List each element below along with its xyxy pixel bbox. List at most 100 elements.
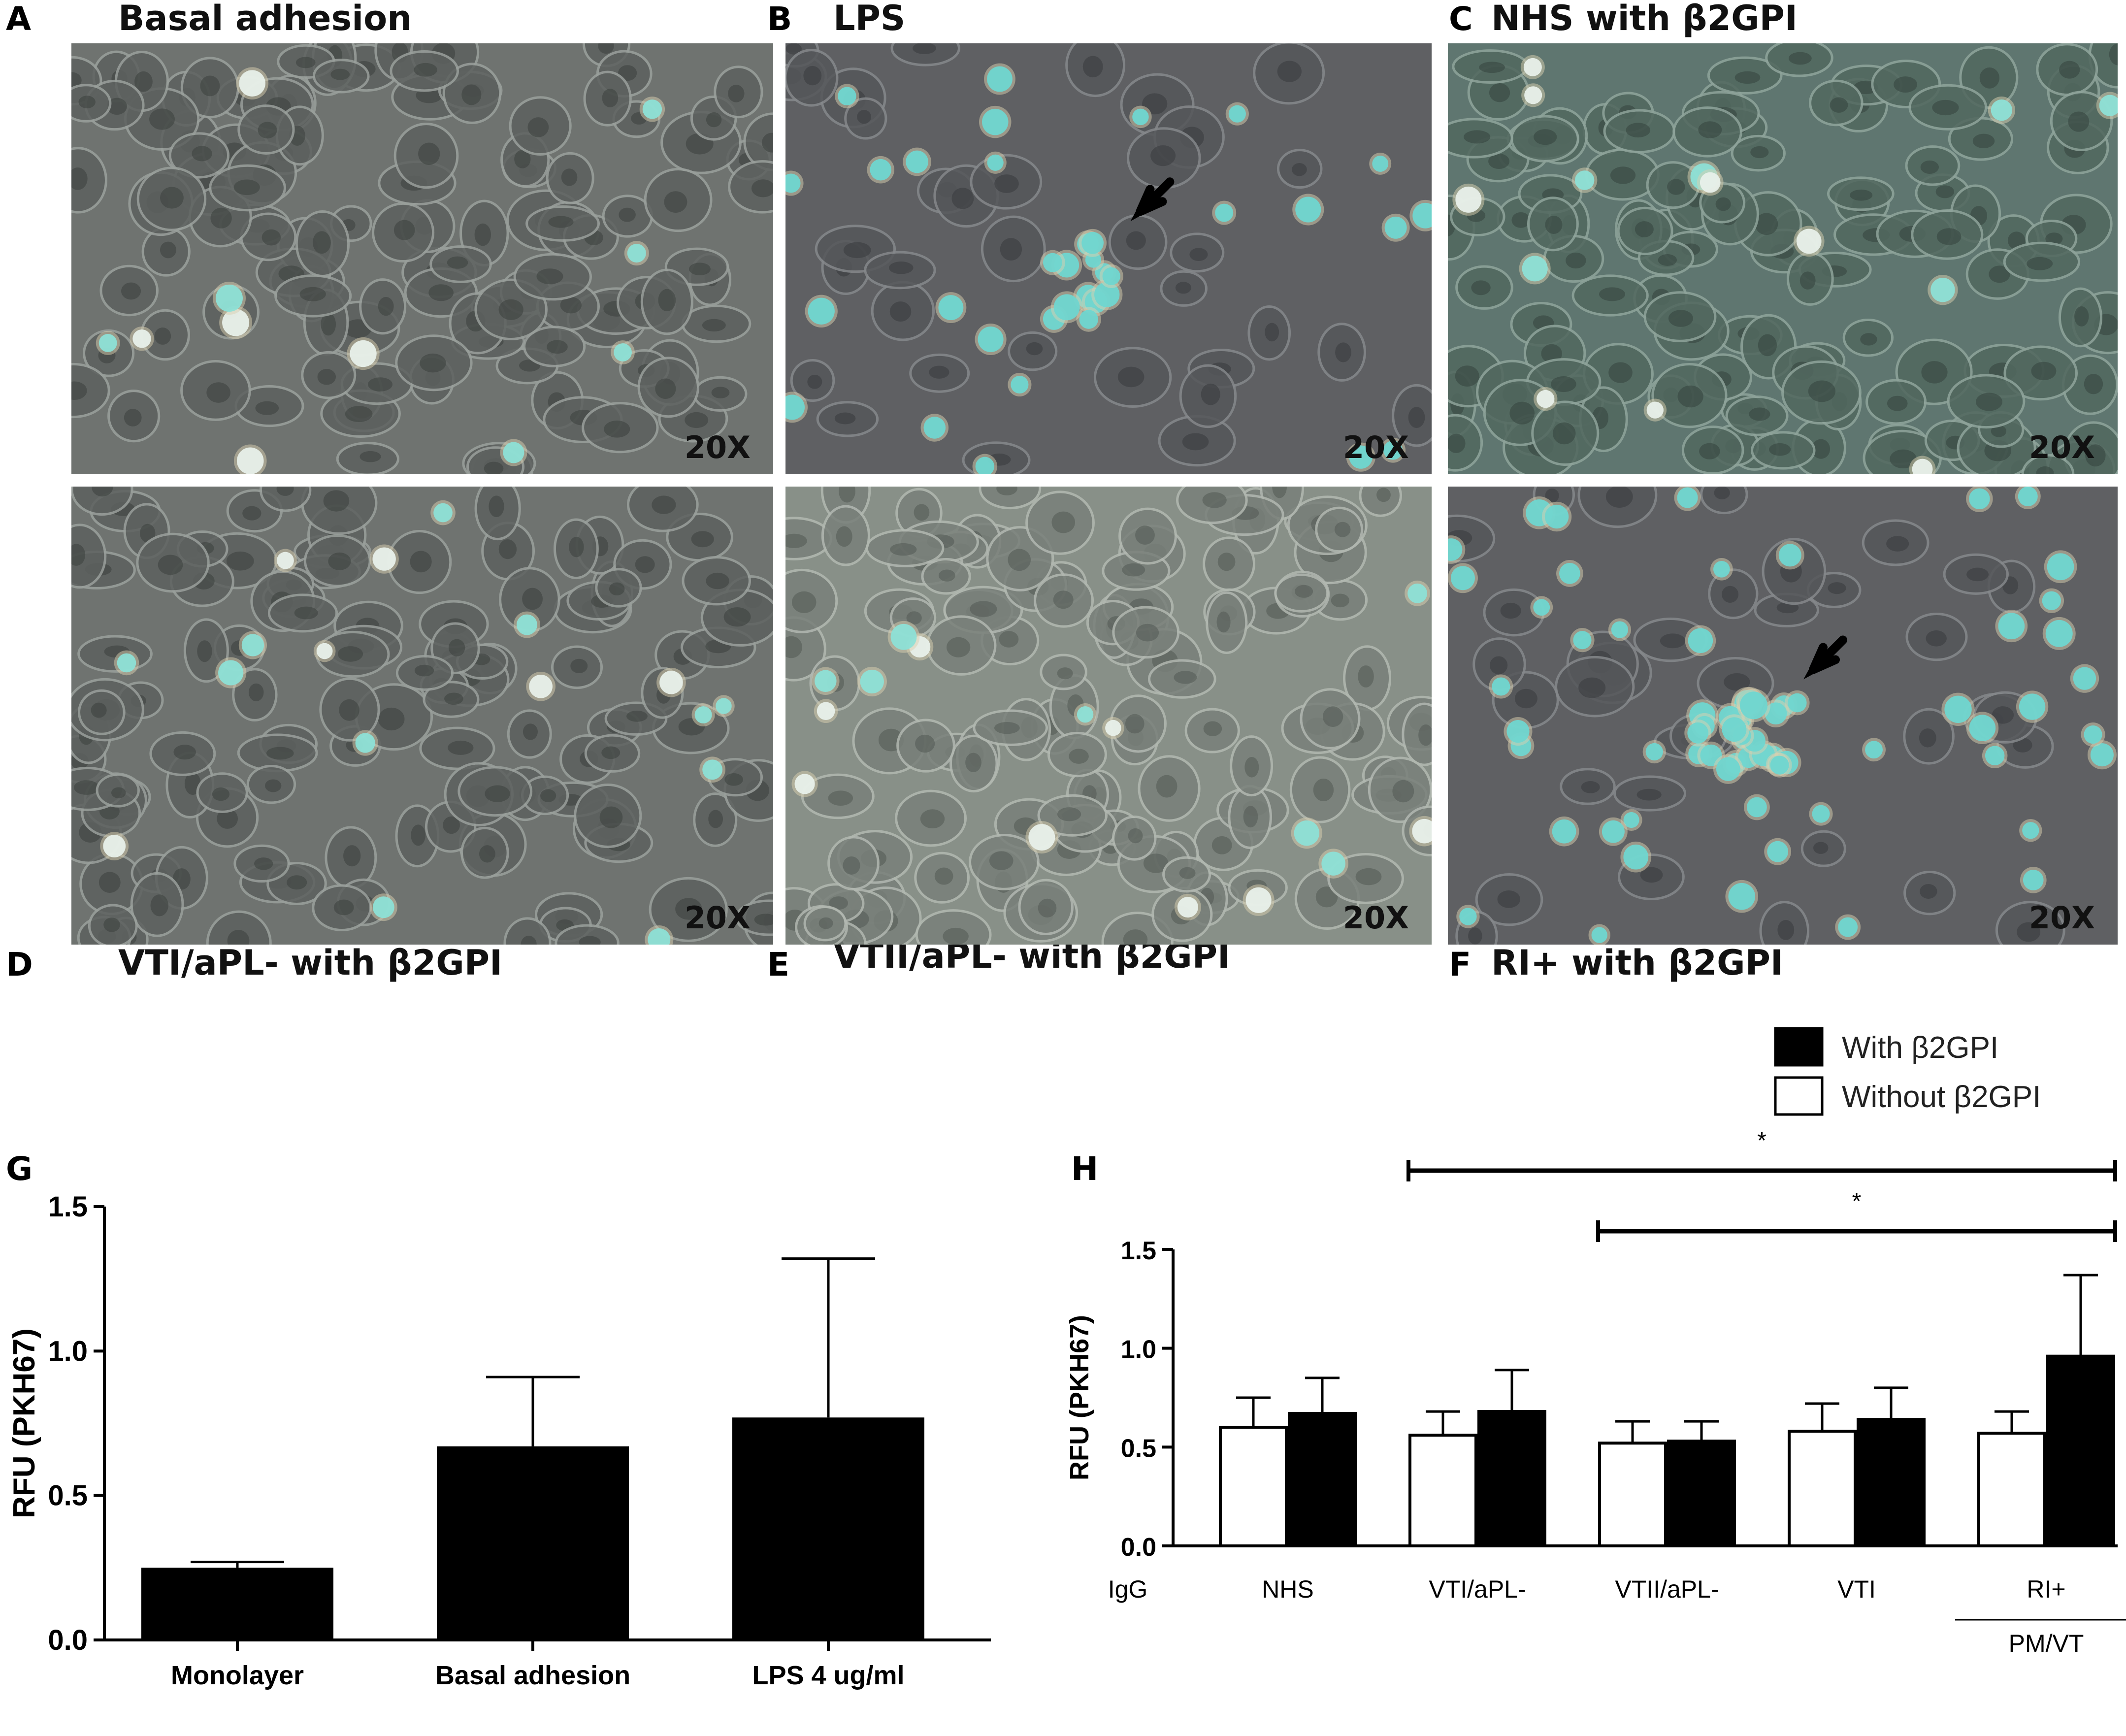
monocyte — [1349, 445, 1373, 469]
cell-nucleus — [1211, 836, 1232, 854]
cell-nucleus — [206, 382, 230, 403]
cell-nucleus — [711, 387, 730, 398]
cell-nucleus — [1150, 145, 1176, 166]
cell-nucleus — [965, 753, 981, 772]
cell-nucleus — [1667, 179, 1685, 195]
cell-layer — [1448, 487, 2065, 945]
cell-nucleus — [150, 894, 168, 917]
cell-nucleus — [906, 611, 922, 625]
cell-nucleus — [1972, 133, 1995, 149]
monocyte — [503, 442, 524, 463]
panel-letter-f: F — [1449, 946, 1472, 983]
cell-nucleus — [1418, 724, 1432, 746]
cell-nucleus — [428, 284, 454, 301]
cell-nucleus — [570, 658, 588, 674]
monocyte — [1573, 631, 1592, 650]
cell-nucleus — [139, 524, 156, 543]
y-axis-label: RFU (PKH67) — [7, 1328, 41, 1518]
monocyte — [1687, 722, 1709, 744]
monocyte — [890, 623, 917, 650]
cell-nucleus — [943, 927, 969, 945]
cell-nucleus — [192, 146, 212, 162]
monocyte — [1998, 613, 2025, 640]
monocyte — [1132, 108, 1149, 126]
cell-nucleus — [1455, 365, 1479, 387]
cell-nucleus — [724, 773, 743, 786]
monocyte — [1602, 820, 1625, 843]
cell-nucleus — [803, 66, 822, 86]
cell-nucleus — [1769, 443, 1791, 456]
panel-title-a: Basal adhesion — [118, 0, 412, 38]
cell-nucleus — [1376, 488, 1391, 502]
cell-nucleus — [1541, 344, 1562, 363]
micrograph-c-image — [1448, 43, 2118, 474]
monocyte — [808, 297, 835, 325]
bar — [1288, 1412, 1357, 1548]
monocyte — [529, 674, 553, 698]
cell-nucleus — [1640, 867, 1663, 883]
cell-nucleus — [461, 84, 482, 105]
cell-nucleus — [2059, 61, 2080, 79]
cell-nucleus — [233, 179, 260, 196]
monocyte — [1944, 695, 1972, 723]
cell-nucleus — [1545, 215, 1563, 234]
monocyte — [1321, 852, 1345, 876]
monocyte — [1372, 156, 1389, 172]
cell-nucleus — [751, 179, 773, 197]
cell-nucleus — [514, 150, 531, 168]
cell-nucleus — [1125, 714, 1145, 734]
cell-nucleus — [601, 746, 621, 759]
panel-letter-b: B — [767, 0, 792, 38]
monocyte — [2045, 620, 2073, 647]
cell-nucleus — [1471, 280, 1491, 295]
cell-nucleus — [266, 747, 294, 760]
cell-nucleus — [1128, 828, 1143, 844]
cell-nucleus — [1919, 728, 1936, 748]
monocyte — [1383, 440, 1403, 460]
monocyte — [1053, 294, 1080, 321]
cell-nucleus — [328, 552, 351, 570]
cell-nucleus — [1636, 788, 1662, 801]
cell-nucleus — [1626, 123, 1651, 138]
cell-nucleus — [1552, 422, 1576, 445]
cell-nucleus — [158, 555, 183, 575]
cell-nucleus — [323, 490, 350, 512]
monocyte — [1796, 229, 1822, 254]
cell-nucleus — [448, 639, 465, 656]
cell-nucleus — [1292, 163, 1307, 176]
cell-nucleus — [602, 89, 619, 107]
cell-nucleus — [149, 108, 175, 130]
monocyte — [433, 503, 453, 523]
bar — [141, 1568, 333, 1640]
cell-nucleus — [970, 601, 997, 617]
monocyte — [1407, 583, 1427, 603]
monocyte — [1094, 282, 1120, 307]
cell-nucleus — [262, 229, 281, 246]
panel-letter-d: D — [6, 946, 33, 983]
bar — [1598, 1441, 1667, 1547]
cell-nucleus — [1135, 525, 1155, 545]
arrow-head — [1803, 652, 1831, 680]
cell-nucleus — [1143, 853, 1169, 873]
monocyte — [1523, 58, 1542, 76]
monocyte-layer — [1452, 55, 2118, 474]
cell-nucleus — [2109, 43, 2118, 66]
monocyte — [1865, 741, 1883, 759]
panel-title-b: LPS — [833, 0, 906, 38]
monocyte — [1294, 820, 1320, 846]
cell-nucleus — [444, 692, 463, 705]
cell-nucleus — [255, 401, 279, 415]
bar — [732, 1417, 924, 1640]
cell-nucleus — [1511, 212, 1530, 228]
monocyte-layer — [1448, 487, 2117, 945]
cell-nucleus — [728, 85, 745, 102]
cell-layer — [785, 487, 1432, 945]
panel-title-f: RI+ with β2GPI — [1491, 943, 1783, 983]
monocyte — [1028, 824, 1055, 851]
monocyte — [1524, 86, 1542, 104]
cell-nucleus — [1156, 775, 1177, 798]
significance-label: * — [1852, 1188, 1862, 1214]
cell-nucleus — [1635, 221, 1654, 237]
cell-nucleus — [523, 723, 538, 740]
cell-nucleus — [938, 569, 955, 582]
